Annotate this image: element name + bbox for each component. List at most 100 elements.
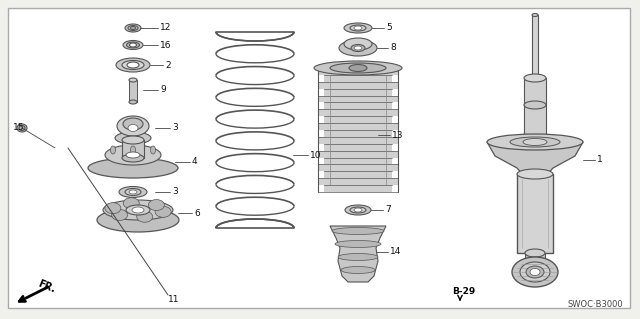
Ellipse shape bbox=[525, 249, 545, 257]
Polygon shape bbox=[318, 123, 398, 130]
Text: 12: 12 bbox=[160, 24, 172, 33]
Ellipse shape bbox=[155, 206, 171, 217]
Polygon shape bbox=[330, 226, 386, 282]
Ellipse shape bbox=[127, 62, 139, 68]
Ellipse shape bbox=[124, 198, 140, 209]
Ellipse shape bbox=[122, 154, 144, 162]
Ellipse shape bbox=[132, 207, 144, 213]
Ellipse shape bbox=[330, 63, 386, 73]
Ellipse shape bbox=[123, 41, 143, 49]
Ellipse shape bbox=[344, 23, 372, 33]
Ellipse shape bbox=[350, 207, 366, 213]
Ellipse shape bbox=[530, 269, 540, 276]
Text: 13: 13 bbox=[392, 130, 403, 139]
Polygon shape bbox=[318, 164, 398, 171]
Text: 4: 4 bbox=[192, 158, 198, 167]
Ellipse shape bbox=[119, 187, 147, 197]
Ellipse shape bbox=[127, 42, 140, 48]
Ellipse shape bbox=[129, 190, 137, 194]
Ellipse shape bbox=[350, 25, 366, 31]
Ellipse shape bbox=[126, 152, 140, 158]
Polygon shape bbox=[324, 144, 392, 151]
Text: SWOC·B3000: SWOC·B3000 bbox=[567, 300, 623, 309]
Ellipse shape bbox=[150, 146, 156, 154]
Bar bbox=[524, 103, 546, 176]
Ellipse shape bbox=[88, 158, 178, 178]
Polygon shape bbox=[324, 130, 392, 137]
Ellipse shape bbox=[314, 61, 402, 75]
Ellipse shape bbox=[510, 137, 560, 147]
Ellipse shape bbox=[532, 13, 538, 17]
Polygon shape bbox=[318, 109, 398, 116]
Ellipse shape bbox=[351, 44, 365, 51]
Ellipse shape bbox=[332, 227, 384, 234]
Text: 7: 7 bbox=[385, 205, 391, 214]
Text: 3: 3 bbox=[172, 123, 178, 132]
Ellipse shape bbox=[137, 211, 153, 222]
Ellipse shape bbox=[125, 189, 141, 196]
Bar bbox=[517, 174, 553, 253]
Ellipse shape bbox=[122, 61, 144, 70]
Polygon shape bbox=[318, 178, 398, 185]
Ellipse shape bbox=[349, 64, 367, 71]
Ellipse shape bbox=[126, 205, 150, 215]
Ellipse shape bbox=[338, 254, 378, 261]
Bar bbox=[525, 253, 545, 275]
Polygon shape bbox=[324, 102, 392, 109]
Text: 15: 15 bbox=[13, 123, 24, 132]
Ellipse shape bbox=[105, 145, 161, 165]
Ellipse shape bbox=[111, 210, 127, 220]
Bar bbox=[129, 80, 137, 102]
Ellipse shape bbox=[354, 208, 362, 212]
Ellipse shape bbox=[339, 40, 377, 56]
Ellipse shape bbox=[354, 26, 362, 30]
Text: 11: 11 bbox=[168, 295, 179, 305]
Ellipse shape bbox=[123, 118, 143, 130]
Ellipse shape bbox=[354, 46, 362, 50]
Ellipse shape bbox=[487, 134, 583, 150]
Ellipse shape bbox=[524, 74, 546, 82]
Ellipse shape bbox=[523, 138, 547, 145]
Ellipse shape bbox=[341, 266, 375, 273]
Ellipse shape bbox=[128, 124, 138, 131]
Polygon shape bbox=[324, 185, 392, 192]
Text: 9: 9 bbox=[160, 85, 166, 94]
Bar bbox=[524, 78, 546, 105]
Ellipse shape bbox=[335, 241, 381, 248]
Polygon shape bbox=[318, 68, 398, 75]
Ellipse shape bbox=[526, 266, 544, 278]
Text: 6: 6 bbox=[194, 209, 200, 218]
Ellipse shape bbox=[116, 58, 150, 72]
Text: 10: 10 bbox=[310, 151, 321, 160]
Ellipse shape bbox=[128, 26, 138, 31]
Ellipse shape bbox=[129, 78, 137, 82]
Text: 1: 1 bbox=[597, 155, 603, 165]
Text: 5: 5 bbox=[386, 24, 392, 33]
Ellipse shape bbox=[115, 132, 151, 144]
Polygon shape bbox=[318, 151, 398, 158]
Text: 3: 3 bbox=[172, 188, 178, 197]
Ellipse shape bbox=[17, 124, 27, 132]
Ellipse shape bbox=[97, 208, 179, 232]
Ellipse shape bbox=[512, 257, 558, 287]
Polygon shape bbox=[318, 137, 398, 144]
Ellipse shape bbox=[148, 200, 164, 211]
Polygon shape bbox=[318, 96, 398, 102]
Ellipse shape bbox=[117, 116, 149, 136]
Ellipse shape bbox=[517, 169, 553, 179]
Bar bbox=[122, 140, 144, 158]
Polygon shape bbox=[487, 142, 583, 176]
Text: 14: 14 bbox=[390, 248, 401, 256]
Ellipse shape bbox=[19, 125, 25, 130]
Polygon shape bbox=[324, 158, 392, 164]
Ellipse shape bbox=[131, 146, 136, 154]
Ellipse shape bbox=[520, 262, 550, 282]
Polygon shape bbox=[324, 171, 392, 178]
Ellipse shape bbox=[524, 101, 546, 109]
Ellipse shape bbox=[125, 24, 141, 32]
Ellipse shape bbox=[111, 146, 115, 154]
Ellipse shape bbox=[130, 26, 136, 29]
Ellipse shape bbox=[344, 38, 372, 50]
Polygon shape bbox=[324, 75, 392, 82]
Text: B-29: B-29 bbox=[452, 287, 476, 296]
